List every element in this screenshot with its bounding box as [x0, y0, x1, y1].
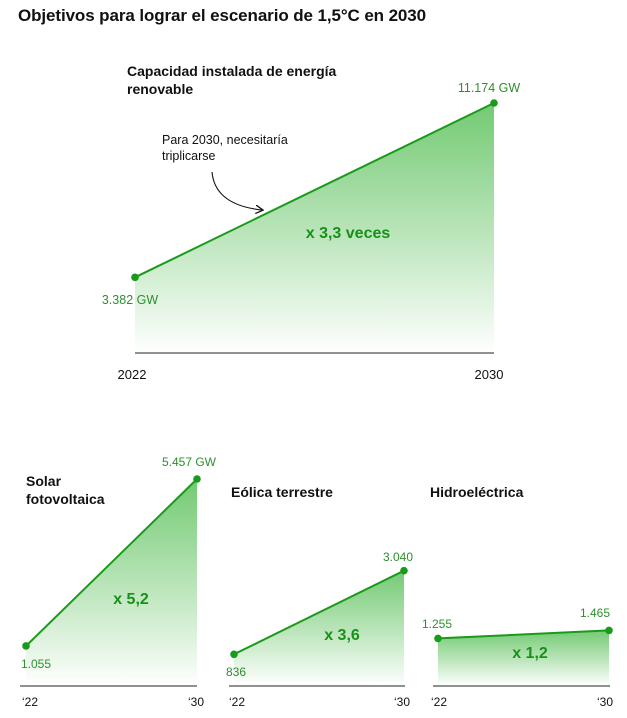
area-solar — [26, 479, 197, 686]
annotation-line: triplicarse — [162, 149, 216, 163]
tick-label-hidro-1: ‘30 — [597, 695, 613, 709]
series-line-hidro — [437, 629, 610, 640]
chart-title-main: Capacidad instalada de energía renovable — [127, 63, 337, 97]
data-point-eolica-1 — [400, 566, 408, 575]
data-label-solar-1: 5.457 GW — [162, 455, 217, 469]
data-point-solar-1 — [193, 475, 201, 483]
tick-label-eolica-1: ‘30 — [394, 695, 410, 709]
data-point-eolica-0 — [230, 650, 238, 659]
data-point-main-0 — [131, 273, 139, 282]
data-point-main-1 — [490, 99, 498, 107]
data-label-main-0: 3.382 GW — [102, 293, 158, 307]
multiplier-label-hidro: x 1,2 — [512, 645, 548, 662]
chart-title-line: renovable — [127, 81, 193, 97]
area-eolica — [234, 570, 404, 686]
series-line-main — [134, 102, 495, 279]
data-point-solar-0 — [22, 642, 30, 650]
chart-main: Capacidad instalada de energía renovable x… — [102, 63, 520, 382]
chart-title-line: Solar — [26, 473, 62, 489]
chart-title-hidro: Hidroeléctrica — [430, 484, 524, 500]
chart-eolica: Eólica terrestre x 3,6 836 3.040 ‘22 ‘30 — [226, 484, 413, 709]
chart-solar: Solar fotovoltaica x 5,2 1.055 5.457 GW ‘22 ‘3… — [20, 455, 217, 709]
tick-label-hidro-0: ‘22 — [431, 695, 447, 709]
tick-label-solar-0: ‘22 — [22, 695, 38, 709]
data-label-eolica-1: 3.040 — [383, 550, 413, 564]
tick-label-main-0: 2022 — [118, 367, 147, 382]
chart-title-line: Capacidad instalada de energía — [127, 63, 337, 79]
series-line-eolica — [233, 569, 405, 656]
data-point-hidro-1 — [605, 626, 613, 635]
chart-title-line: fotovoltaica — [26, 491, 105, 507]
data-label-hidro-1: 1.465 — [580, 606, 610, 620]
chart-hidro: Hidroeléctrica x 1,2 1.255 1.465 ‘22 ‘30 — [422, 484, 613, 709]
data-label-eolica-0: 836 — [226, 665, 246, 679]
annotation-line: Para 2030, necesitaría — [162, 133, 288, 147]
tick-label-main-1: 2030 — [475, 367, 504, 382]
area-hidro — [438, 630, 609, 686]
annotation-arrow — [211, 171, 262, 210]
data-label-solar-0: 1.055 — [21, 657, 51, 671]
chart-title-eolica: Eólica terrestre — [231, 484, 333, 500]
area-main — [135, 103, 494, 353]
multiplier-label-main: x 3,3 veces — [306, 225, 391, 242]
series-line-solar — [25, 478, 198, 647]
page-title: Objetivos para lograr el escenario de 1,… — [18, 6, 426, 25]
data-label-main-1: 11.174 GW — [458, 81, 521, 95]
data-point-hidro-0 — [434, 634, 442, 643]
annotation-text: Para 2030, necesitaría triplicarse — [162, 133, 288, 163]
multiplier-label-eolica: x 3,6 — [324, 627, 360, 644]
tick-label-eolica-0: ‘22 — [229, 695, 245, 709]
tick-label-solar-1: ‘30 — [188, 695, 204, 709]
multiplier-label-solar: x 5,2 — [113, 591, 149, 608]
data-label-hidro-0: 1.255 — [422, 617, 452, 631]
chart-title-solar: Solar fotovoltaica — [26, 473, 105, 507]
